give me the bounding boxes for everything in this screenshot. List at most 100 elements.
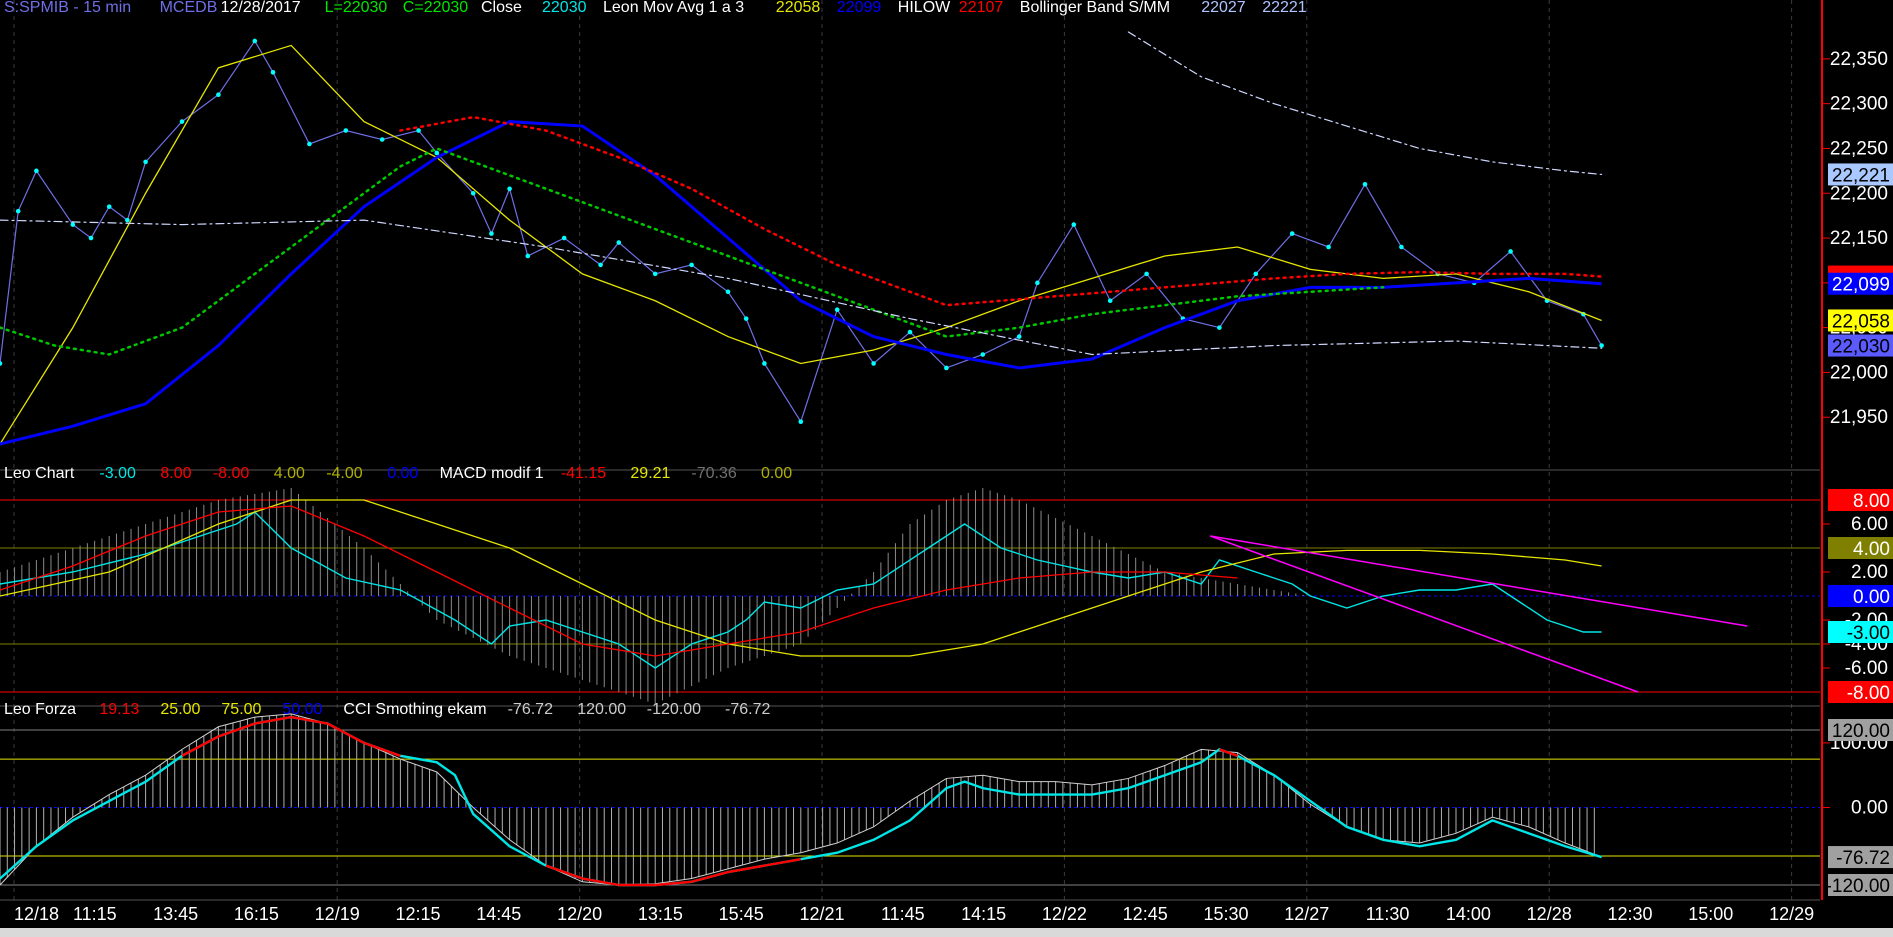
x-tick-label: 15:00 [1688,904,1733,924]
panel-header-text: Leo Chart [4,465,75,482]
panel-header-text: 22107 [959,0,1004,16]
panel-header-text: Leo Forza [4,701,76,718]
x-tick-label: 12:45 [1123,904,1168,924]
panel-header-text: -76.72 [508,701,553,718]
close-point [598,262,603,268]
x-tick-label: 12/27 [1284,904,1329,924]
panel-header-text: -41.15 [561,465,606,482]
y-tick-label: 22,150 [1830,228,1888,249]
value-badge [1828,334,1893,357]
value-badge [1828,585,1893,607]
close-point [216,92,221,98]
macd-series-line [0,511,1602,669]
panel-header-text: Leon Mov Avg 1 a 3 [603,0,744,16]
value-badge-label: 120.00 [1832,721,1890,742]
panel-header-text: -4.00 [326,465,363,482]
panel-header-text: 22027 [1201,0,1246,16]
close-point [270,70,276,75]
close-point [1289,231,1295,236]
x-tick-label: 14:15 [961,904,1006,924]
close-point [1035,280,1040,286]
x-tick-label: 11:45 [881,904,925,924]
panel-header-text: 4.00 [274,465,305,482]
value-badge-label: 22,030 [1832,337,1890,358]
close-point [507,186,512,192]
panel-header-text: 22221 [1262,0,1307,16]
panel-header-text: 75.00 [221,701,261,718]
close-point [1599,343,1604,348]
price-series-line [1127,31,1603,176]
panel-header-text: 8.00 [160,465,191,482]
y-tick-label: 22,350 [1830,49,1888,70]
cci-extreme-segment [764,857,802,867]
value-badge [1828,489,1893,511]
x-tick-label: 12/19 [315,904,360,924]
close-point [88,235,94,241]
panel-header-text: 19.13 [99,701,139,718]
x-tick-label: 12/28 [1527,904,1572,924]
value-badge-label: 22,221 [1832,165,1890,186]
macd-series-line [0,499,1602,657]
cci-extreme-segment [727,864,765,874]
panel-header-text: -70.36 [691,465,736,482]
price-series-line [0,219,1603,356]
close-point [1107,298,1113,304]
y-tick-label: 0.00 [1851,798,1888,819]
panel-header-text: MACD modif 1 [440,465,544,482]
price-series-line [0,44,1602,445]
close-point [834,307,840,313]
close-point [762,361,767,366]
close-point [1362,181,1368,187]
x-tick-label: 14:00 [1446,904,1491,924]
close-point [343,128,349,133]
x-tick-label: 12/18 [14,904,59,924]
cci-extreme-segment [582,877,620,887]
close-point [1253,271,1259,277]
close-point [725,289,731,295]
x-tick-label: 12/22 [1042,904,1087,924]
close-point [307,141,312,147]
close-point [1326,244,1331,250]
cci-extreme-segment [217,722,256,738]
y-tick-label: 21,950 [1830,407,1888,428]
y-tick-label: -6.00 [1845,658,1888,679]
price-series-line [399,115,1603,307]
close-point [125,217,130,223]
panel-header-text: S:SPMIB - 15 min [4,0,131,16]
x-tick-label: 12/20 [557,904,602,924]
value-badge-label: -76.72 [1836,848,1890,869]
close-point [871,361,876,366]
cci-extreme-segment [691,870,729,883]
x-tick-label: 15:45 [719,904,764,924]
close-point [652,271,658,277]
x-tick-label: 12:15 [395,904,440,924]
close-point [689,262,694,268]
price-axis: 22,35022,30022,25022,20022,15022,10022,0… [1821,0,1893,900]
panel-header-text: -3.00 [99,465,136,482]
close-point [1217,325,1222,330]
panel-headers: S:SPMIB - 15 min MCEDB 12/28/2017 L=22030 C=… [4,0,1307,718]
close-point [743,316,749,321]
close-point [70,222,76,227]
grid-layer [0,0,1820,901]
value-badge [1828,719,1893,741]
value-badge [1828,309,1893,332]
close-point [1144,271,1149,277]
value-badge [1828,272,1893,295]
close-point [15,208,21,214]
value-badge-label: 22,058 [1832,311,1890,332]
close-point [34,168,39,174]
panel-header-text: 29.21 [630,465,670,482]
panel-header-text: L=22030 [325,0,388,16]
panel-header-text: 0.00 [761,465,792,482]
value-badge-label: -120.00 [1826,876,1890,897]
cci-extreme-segment [290,715,328,725]
close-point [379,137,385,142]
macd-series-line [0,505,1238,657]
value-badge [1828,163,1893,186]
panel-header-text: 50.00 [282,701,322,718]
close-point [0,361,3,366]
